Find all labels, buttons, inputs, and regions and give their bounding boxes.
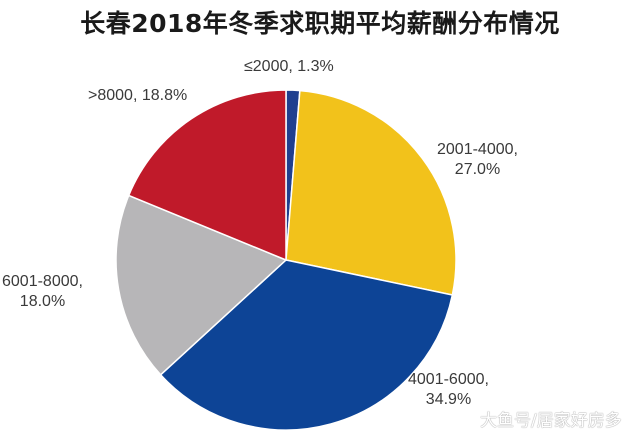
label-gt-8000: >8000, 18.8% xyxy=(88,86,187,106)
pie-slice-6001-8000 xyxy=(115,194,288,376)
label-le-2000: ≤2000, 1.3% xyxy=(244,57,334,77)
label-gt-8000-text: >8000, 18.8% xyxy=(88,87,188,104)
watermark: 大鱼号/居家好房多 xyxy=(480,411,622,431)
label-6001-8000-range: 6001-8000, xyxy=(2,273,83,290)
pie-slice-8000 xyxy=(127,89,287,262)
label-6001-8000: 6001-8000, 18.0% xyxy=(2,272,83,312)
pie-slice-4001-6000 xyxy=(159,259,454,431)
label-2001-4000-range: 2001-4000, xyxy=(437,141,518,158)
label-4001-6000: 4001-6000, 34.9% xyxy=(408,370,489,410)
chart-title: 长春2018年冬季求职期平均薪酬分布情况 xyxy=(80,9,560,38)
label-4001-6000-pct: 34.9% xyxy=(425,391,472,408)
label-2001-4000: 2001-4000, 27.0% xyxy=(437,140,518,180)
label-le-2000-text: ≤2000, 1.3% xyxy=(244,58,334,75)
label-2001-4000-pct: 27.0% xyxy=(454,161,501,178)
label-4001-6000-range: 4001-6000, xyxy=(408,371,489,388)
label-6001-8000-pct: 18.0% xyxy=(19,293,66,310)
pie-slice-2001-4000 xyxy=(285,89,457,296)
